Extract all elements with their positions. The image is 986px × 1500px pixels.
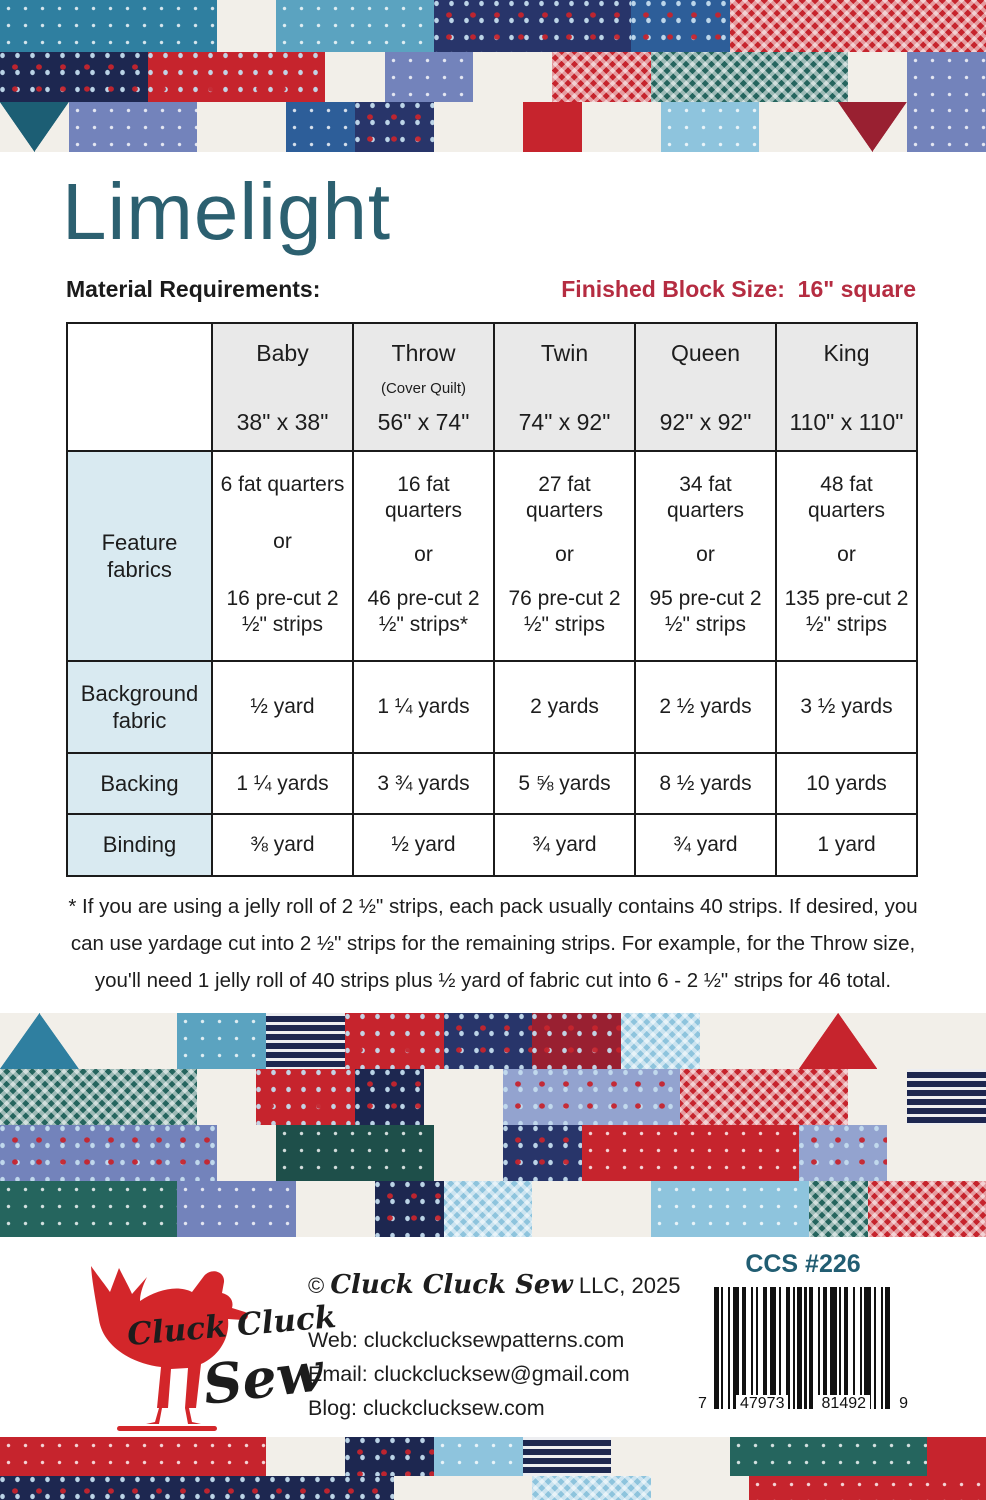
finished-block-size-note: Finished Block Size: 16" square — [561, 276, 916, 302]
table-cell: ½ yard — [211, 660, 354, 754]
feature-cell-throw: 16 fat quarters or 46 pre-cut 2 ½" strip… — [352, 450, 495, 662]
copyright-line: © Cluck Cluck Sew LLC, 2025 — [308, 1270, 681, 1300]
ccs-number: CCS #226 — [745, 1250, 861, 1278]
table-cell: 1 yard — [775, 813, 918, 877]
background-fabric-row: Background fabric ½ yard 1 ¼ yards 2 yar… — [66, 660, 918, 754]
quilt-photo-top — [0, 0, 986, 152]
material-requirements-table: Baby 38" x 38" Throw (Cover Quilt) 56" x… — [66, 322, 918, 877]
column-header-throw: Throw (Cover Quilt) 56" x 74" — [352, 322, 495, 452]
column-header-baby: Baby 38" x 38" — [211, 322, 354, 452]
blog-link[interactable]: cluckclucksew.com — [363, 1396, 545, 1420]
cluck-cluck-sew-logo: Cluck Cluck Sew — [55, 1250, 338, 1475]
feature-cell-queen: 34 fat quarters or 95 pre-cut 2 ½" strip… — [634, 450, 777, 662]
table-cell: 10 yards — [775, 752, 918, 815]
table-cell: 2 yards — [493, 660, 636, 754]
table-cell: ½ yard — [352, 813, 495, 877]
web-link[interactable]: cluckclucksewpatterns.com — [363, 1328, 625, 1352]
subheading-row: Material Requirements: Finished Block Si… — [66, 276, 916, 303]
pattern-title: Limelight — [62, 167, 392, 256]
product-code-block: CCS #226 7 47973 81492 9 — [698, 1250, 908, 1413]
barcode-bars — [714, 1287, 893, 1409]
company-name-script: Cluck Cluck Sew — [330, 1270, 573, 1300]
jelly-roll-footnote: * If you are using a jelly roll of 2 ½" … — [68, 895, 918, 992]
table-cell: 8 ½ yards — [634, 752, 777, 815]
table-cell: 2 ½ yards — [634, 660, 777, 754]
table-cell: ⅜ yard — [211, 813, 354, 877]
web-line: Web: cluckclucksewpatterns.com — [308, 1328, 625, 1352]
email-line: Email: cluckclucksew@gmail.com — [308, 1362, 630, 1386]
row-label-feature-fabrics: Feature fabrics — [66, 450, 213, 662]
quilt-photo-bottom — [0, 1437, 986, 1500]
barcode: 7 47973 81492 9 — [698, 1287, 908, 1413]
table-cell: 1 ¼ yards — [211, 752, 354, 815]
table-cell: 5 ⅝ yards — [493, 752, 636, 815]
feature-cell-baby: 6 fat quarters or 16 pre-cut 2 ½" strips — [211, 450, 354, 662]
table-cell: ¾ yard — [493, 813, 636, 877]
row-label-backing: Backing — [66, 752, 213, 815]
backing-row: Backing 1 ¼ yards 3 ¾ yards 5 ⅝ yards 8 … — [66, 752, 918, 815]
row-label-background-fabric: Background fabric — [66, 660, 213, 754]
feature-cell-twin: 27 fat quarters or 76 pre-cut 2 ½" strip… — [493, 450, 636, 662]
material-requirements-heading: Material Requirements: — [66, 276, 321, 302]
table-cell: 1 ¼ yards — [352, 660, 495, 754]
column-header-queen: Queen 92" x 92" — [634, 322, 777, 452]
chicken-icon — [91, 1266, 248, 1431]
column-header-twin: Twin 74" x 92" — [493, 322, 636, 452]
row-label-binding: Binding — [66, 813, 213, 877]
table-cell: ¾ yard — [634, 813, 777, 877]
table-header-row: Baby 38" x 38" Throw (Cover Quilt) 56" x… — [66, 322, 918, 452]
blog-line: Blog: cluckclucksew.com — [308, 1396, 545, 1420]
feature-cell-king: 48 fat quarters or 135 pre-cut 2 ½" stri… — [775, 450, 918, 662]
table-cell: 3 ¾ yards — [352, 752, 495, 815]
quilt-photo-middle — [0, 1013, 986, 1237]
binding-row: Binding ⅜ yard ½ yard ¾ yard ¾ yard 1 ya… — [66, 813, 918, 877]
table-corner-cell — [66, 322, 213, 452]
column-header-king: King 110" x 110" — [775, 322, 918, 452]
table-cell: 3 ½ yards — [775, 660, 918, 754]
barcode-digits: 7 47973 81492 9 — [698, 1395, 908, 1413]
feature-fabrics-row: Feature fabrics 6 fat quarters or 16 pre… — [66, 450, 918, 662]
contact-block: © Cluck Cluck Sew LLC, 2025 Web: cluckcl… — [308, 1270, 680, 1421]
email-link[interactable]: cluckclucksew@gmail.com — [373, 1362, 630, 1386]
